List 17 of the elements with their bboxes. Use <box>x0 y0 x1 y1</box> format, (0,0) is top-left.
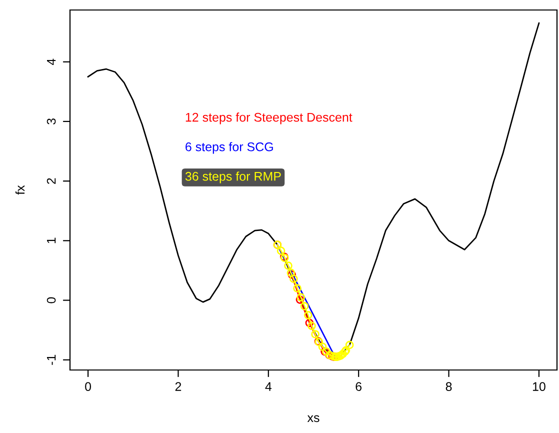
x-tick-label: 2 <box>175 382 182 391</box>
x-tick-label: 4 <box>265 382 272 391</box>
x-axis-title: xs <box>307 415 320 422</box>
y-axis-title: fx <box>15 185 25 195</box>
text: 36 steps for RMP <box>185 172 281 184</box>
x-tick-label: 6 <box>356 382 362 391</box>
text: 12 steps for Steepest Descent <box>186 112 352 124</box>
y-tick-label: 1 <box>47 238 56 244</box>
y-tick-label: 0 <box>46 297 56 304</box>
x-tick-label: 8 <box>446 382 452 391</box>
text: 6 steps for SCG <box>186 142 273 154</box>
y-tick-label: 2 <box>46 178 56 184</box>
x-tick-label: 0 <box>85 382 92 391</box>
y-tick-label: 4 <box>47 58 56 66</box>
x-tick-label: 10 <box>532 382 546 391</box>
y-tick-label: 3 <box>46 118 56 124</box>
y-tick-label: -1 <box>47 354 56 365</box>
